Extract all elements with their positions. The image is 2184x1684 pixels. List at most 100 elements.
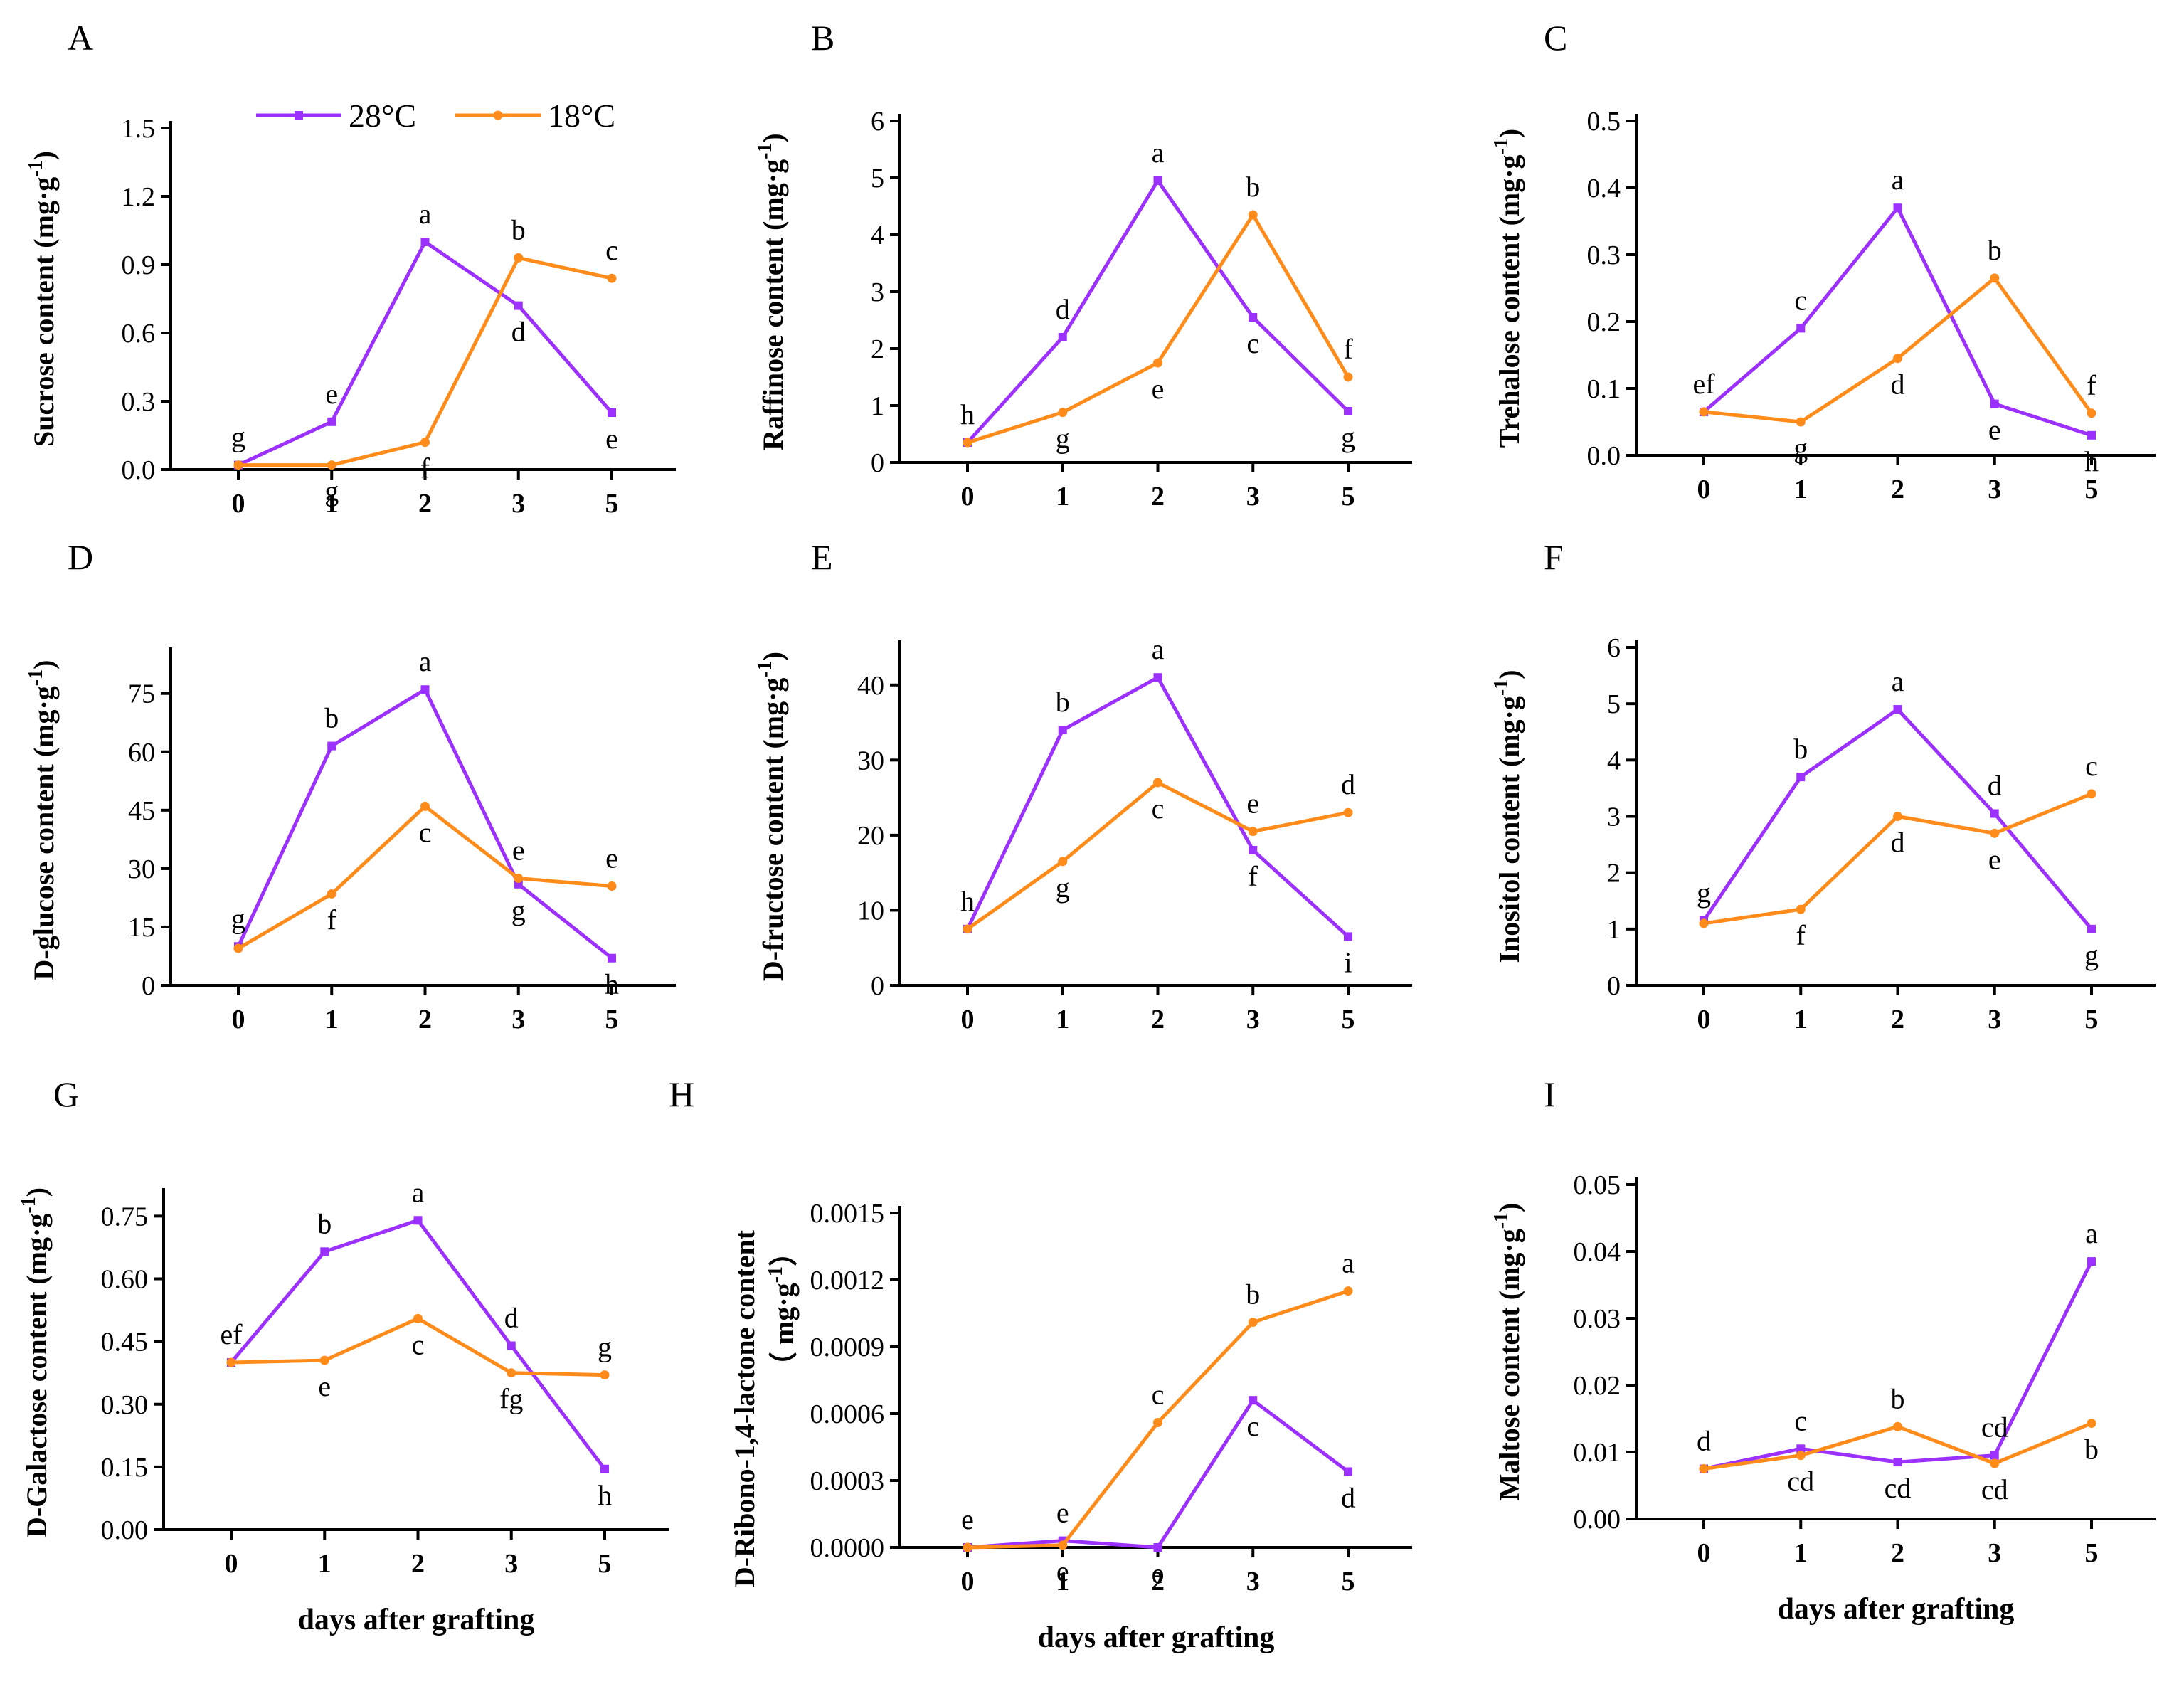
significance-label: g: [324, 475, 339, 507]
y-tick-label: 3: [1607, 803, 1621, 832]
significance-label: d: [1056, 293, 1070, 325]
series-line-28c: [1703, 1260, 2094, 1471]
panel-a: A 0.0 0.3 0.6 0.9 1.2 1.5 0 1 2 3 5 Sucrose content …: [25, 18, 676, 519]
legend-marker: [295, 111, 303, 120]
significance-label: a: [1152, 137, 1165, 169]
y-tick-label: 1: [1607, 915, 1621, 945]
y-tick-label: 0.0015: [810, 1199, 885, 1229]
significance-label: a: [1892, 665, 1904, 697]
x-tick-label: 2: [1891, 475, 1904, 504]
y-tick-label: 0.0006: [810, 1399, 885, 1429]
significance-label: d: [504, 1302, 519, 1334]
y-tick-label: 0.3: [1587, 240, 1621, 270]
x-tick-label: 0: [1697, 1538, 1711, 1568]
significance-label: b: [1246, 1278, 1260, 1310]
series-line-28c: [1702, 204, 2092, 438]
y-tick-label: 4: [1607, 746, 1621, 775]
data-point-28c: [1249, 313, 1258, 322]
y-tick-label: 5: [871, 164, 884, 194]
significance-label: cd: [1981, 1412, 2008, 1444]
x-axis-title: days after grafting: [298, 1604, 535, 1636]
y-tick-label: 0.0000: [810, 1533, 885, 1563]
y-tick-label: 0.1: [1587, 374, 1621, 404]
data-point-18c: [1343, 1286, 1353, 1296]
y-tick-label: 0.4: [1587, 174, 1621, 203]
data-point-28c: [1153, 1543, 1162, 1552]
significance-label: b: [324, 702, 339, 734]
x-tick-label: 2: [1151, 482, 1165, 512]
series-line-28c: [237, 239, 613, 467]
y-axis-title: Maltose content (mg·g-1): [1490, 1203, 1525, 1501]
data-point-18c: [226, 1357, 236, 1367]
significance-label: e: [1988, 843, 2001, 875]
data-point-28c: [1893, 705, 1902, 714]
panel-letter: I: [1544, 1074, 1556, 1114]
significance-label: g: [1697, 877, 1711, 909]
data-point-28c: [420, 685, 430, 694]
data-point-18c: [1990, 828, 2000, 838]
x-tick-label: 0: [961, 1005, 975, 1034]
data-point-28c: [327, 741, 336, 751]
data-point-28c: [1249, 1396, 1258, 1405]
data-point-28c: [1344, 407, 1352, 415]
y-tick-label: 0.02: [1574, 1371, 1621, 1401]
x-tick-label: 3: [1246, 1567, 1260, 1596]
x-tick-label: 3: [504, 1549, 518, 1579]
significance-label: a: [1892, 164, 1904, 196]
data-point-28c: [1344, 1467, 1352, 1476]
y-tick-label: 0.00: [1574, 1505, 1621, 1535]
y-tick-label: 0.15: [101, 1453, 149, 1483]
data-point-18c: [2087, 789, 2096, 799]
significance-label: g: [231, 421, 245, 453]
data-point-28c: [420, 238, 430, 246]
data-point-28c: [1796, 1444, 1806, 1453]
data-point-18c: [514, 253, 524, 263]
significance-label: e: [1056, 1555, 1069, 1587]
x-tick-label: 3: [1246, 482, 1260, 512]
x-tick-label: 2: [411, 1549, 425, 1579]
significance-label: g: [1793, 432, 1808, 464]
y-tick-label: 15: [128, 913, 155, 943]
panel-h: H 0.0000 0.0003 0.0006 0.0009 0.0012 0.0015 0 1 2…: [669, 1074, 1412, 1654]
significance-label: f: [2087, 369, 2096, 401]
data-point-18c: [514, 874, 524, 884]
significance-label: d: [1988, 770, 2002, 802]
data-point-18c: [607, 881, 617, 891]
data-point-18c: [963, 438, 972, 448]
y-axis-title: Inositol content (mg·g-1): [1490, 669, 1525, 963]
y-tick-label: 2: [1607, 859, 1621, 889]
y-tick-label: 10: [857, 896, 884, 926]
significance-label: f: [1343, 333, 1353, 365]
x-tick-label: 1: [325, 1005, 339, 1034]
series-line-18c: [967, 211, 1350, 445]
y-tick-label: 0.9: [122, 250, 156, 280]
x-tick-label: 3: [511, 1005, 525, 1034]
significance-label: c: [1246, 327, 1259, 359]
data-point-28c: [1990, 399, 1999, 408]
significance-label: b: [2084, 1434, 2099, 1466]
significance-label: d: [511, 316, 526, 348]
x-tick-label: 0: [961, 1567, 975, 1596]
panel-c: C 0.0 0.1 0.2 0.3 0.4 0.5 0 1 2 3 5 Trehalose conten…: [1490, 18, 2156, 504]
x-tick-label: 5: [1342, 1567, 1355, 1596]
data-point-18c: [327, 889, 336, 899]
y-tick-label: 0.6: [122, 319, 156, 349]
legend-label: 28°C: [349, 97, 416, 134]
y-tick-label: 0.3: [122, 387, 156, 417]
significance-label: c: [1246, 1410, 1259, 1442]
data-point-18c: [963, 1542, 972, 1552]
data-point-28c: [327, 417, 336, 426]
x-tick-label: 0: [1697, 475, 1711, 504]
x-tick-label: 3: [1988, 1538, 2001, 1568]
significance-label: b: [1793, 733, 1808, 765]
significance-label: cd: [1787, 1466, 1814, 1498]
data-point-28c: [2087, 924, 2096, 933]
significance-label: e: [1152, 1557, 1165, 1589]
significance-label: g: [511, 894, 526, 926]
y-tick-label: 0.0: [1587, 441, 1621, 471]
data-point-18c: [2087, 408, 2096, 418]
y-tick-label: 0: [1607, 971, 1621, 1001]
data-point-18c: [507, 1368, 516, 1378]
x-tick-label: 2: [1151, 1567, 1165, 1596]
y-axis-title: Sucrose content (mg·g-1): [25, 151, 60, 447]
